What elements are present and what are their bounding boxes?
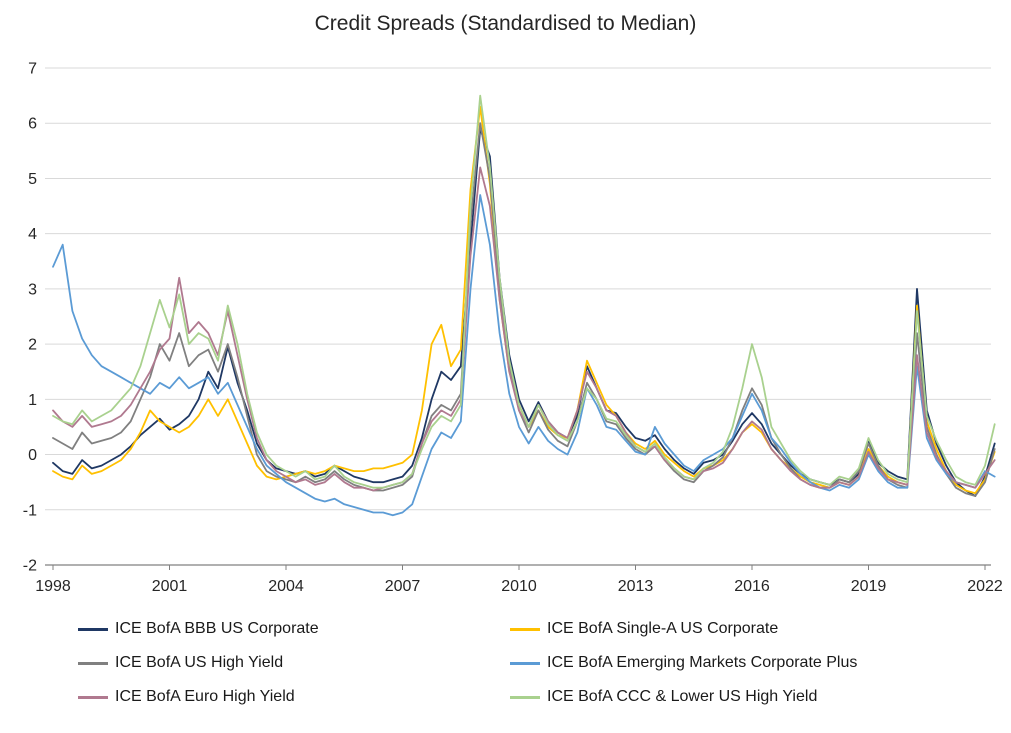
x-tick-label: 2019: [851, 578, 887, 595]
series-line-3: [52, 122, 996, 497]
legend-label: ICE BofA Euro High Yield: [115, 688, 295, 705]
series-line-5: [52, 166, 996, 492]
x-tick-label: 2001: [152, 578, 188, 595]
chart-plot-area: -2 -1 0 1 2 3 4 5 6 7 1998 2001 2004 2007 2010 2013 2016…: [23, 61, 1003, 596]
x-tick-label: 2010: [501, 578, 537, 595]
y-tick-label: -2: [23, 558, 37, 575]
legend-label: ICE BofA US High Yield: [115, 654, 284, 671]
y-tick-label: 7: [28, 61, 37, 78]
y-tick-label: 5: [28, 171, 37, 188]
legend-swatch: [78, 661, 108, 665]
legend-label: ICE BofA Emerging Markets Corporate Plus: [547, 654, 858, 671]
x-tick-label: 2007: [385, 578, 421, 595]
x-tick-label: 1998: [35, 578, 71, 595]
series-line-6: [52, 94, 996, 489]
series-line-4: [52, 194, 996, 517]
legend-label: ICE BofA Single-A US Corporate: [547, 620, 779, 637]
y-tick-label: 6: [28, 116, 37, 133]
chart-title: Credit Spreads (Standardised to Median): [314, 12, 697, 35]
y-tick-label: 2: [28, 337, 37, 354]
legend-swatch: [78, 695, 108, 699]
legend-item: ICE BofA Single-A US Corporate: [510, 620, 857, 638]
legend-swatch: [510, 627, 540, 631]
legend-swatch: [510, 661, 540, 665]
legend-item: ICE BofA BBB US Corporate: [78, 620, 510, 638]
y-tick-label: 0: [28, 447, 37, 464]
x-tick-label: 2016: [734, 578, 770, 595]
y-tick-label: 4: [28, 226, 37, 243]
legend-item: ICE BofA Emerging Markets Corporate Plus: [510, 654, 857, 672]
series-line-1: [52, 127, 996, 497]
y-tick-label: 3: [28, 281, 37, 298]
x-tick-label: 2004: [268, 578, 304, 595]
legend-swatch: [78, 627, 108, 631]
y-tick-label: -1: [23, 502, 37, 519]
legend-label: ICE BofA CCC & Lower US High Yield: [547, 688, 818, 705]
x-tick-label: 2022: [967, 578, 1003, 595]
y-tick-label: 1: [28, 392, 37, 409]
legend-item: ICE BofA CCC & Lower US High Yield: [510, 688, 857, 706]
legend-item: ICE BofA US High Yield: [78, 654, 510, 672]
legend-item: ICE BofA Euro High Yield: [78, 688, 510, 706]
legend-swatch: [510, 695, 540, 699]
chart-legend: ICE BofA BBB US Corporate ICE BofA Single…: [78, 620, 857, 706]
x-tick-label: 2013: [618, 578, 654, 595]
legend-label: ICE BofA BBB US Corporate: [115, 620, 319, 637]
